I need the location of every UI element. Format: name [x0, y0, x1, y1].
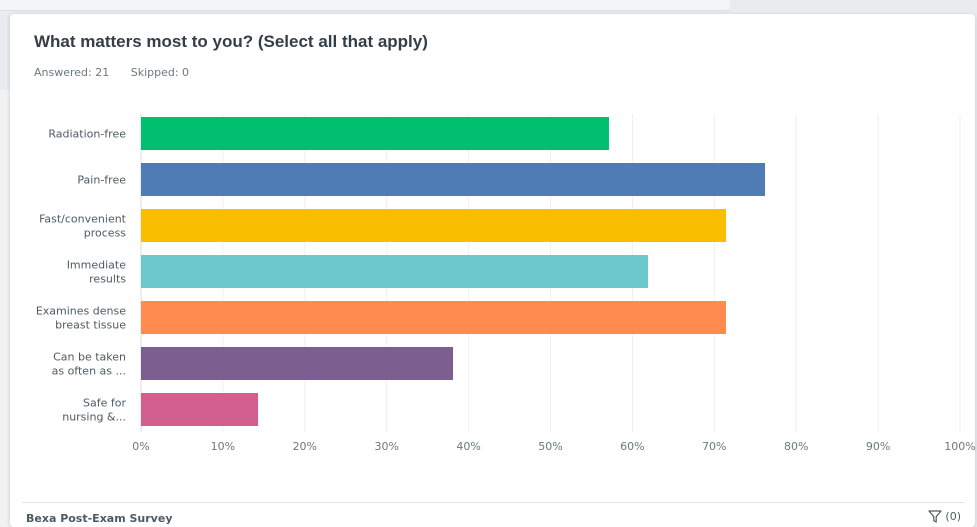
background-panel-left: [0, 90, 12, 527]
x-tick-label: 20%: [293, 440, 317, 453]
category-label: Immediate: [67, 259, 127, 272]
category-label: process: [84, 227, 127, 240]
footer-divider: [22, 502, 965, 503]
bar: [141, 393, 259, 426]
response-stats: Answered: 21 Skipped: 0: [34, 66, 207, 79]
category-label: Fast/convenient: [39, 213, 127, 226]
filter-button[interactable]: (0): [928, 510, 961, 523]
filter-count: (0): [945, 510, 961, 523]
category-label: as often as ...: [52, 365, 126, 378]
question-title: What matters most to you? (Select all th…: [34, 32, 428, 51]
category-label: Safe for: [83, 397, 126, 410]
x-tick-label: 40%: [456, 440, 480, 453]
category-label: results: [89, 273, 126, 286]
x-tick-label: 90%: [866, 440, 890, 453]
category-label: Examines dense: [36, 305, 126, 318]
answered-count: Answered: 21: [34, 66, 110, 79]
bar: [141, 255, 648, 288]
x-tick-label: 100%: [944, 440, 975, 453]
x-tick-label: 0%: [132, 440, 149, 453]
x-tick-label: 60%: [620, 440, 644, 453]
filter-icon: [928, 510, 943, 523]
bar: [141, 301, 727, 334]
bar-chart: Radiation-free Pain-free Fast/convenientpr…: [36, 114, 975, 453]
x-tick-label: 70%: [702, 440, 726, 453]
background-panel-top: [0, 0, 730, 11]
survey-name[interactable]: Bexa Post-Exam Survey: [26, 512, 173, 525]
bar: [141, 163, 765, 196]
x-tick-label: 50%: [538, 440, 562, 453]
x-tick-label: 30%: [374, 440, 398, 453]
bar: [141, 347, 454, 380]
bar: [141, 117, 609, 150]
category-label: Can be taken: [53, 351, 126, 364]
x-tick-label: 10%: [211, 440, 235, 453]
category-label: nursing &...: [62, 411, 126, 424]
x-tick-label: 80%: [784, 440, 808, 453]
category-label: Pain-free: [77, 174, 126, 187]
skipped-count: Skipped: 0: [130, 66, 190, 79]
question-card: What matters most to you? (Select all th…: [10, 14, 975, 527]
bar: [141, 209, 727, 242]
category-label: breast tissue: [55, 319, 126, 332]
category-label: Radiation-free: [48, 128, 126, 141]
